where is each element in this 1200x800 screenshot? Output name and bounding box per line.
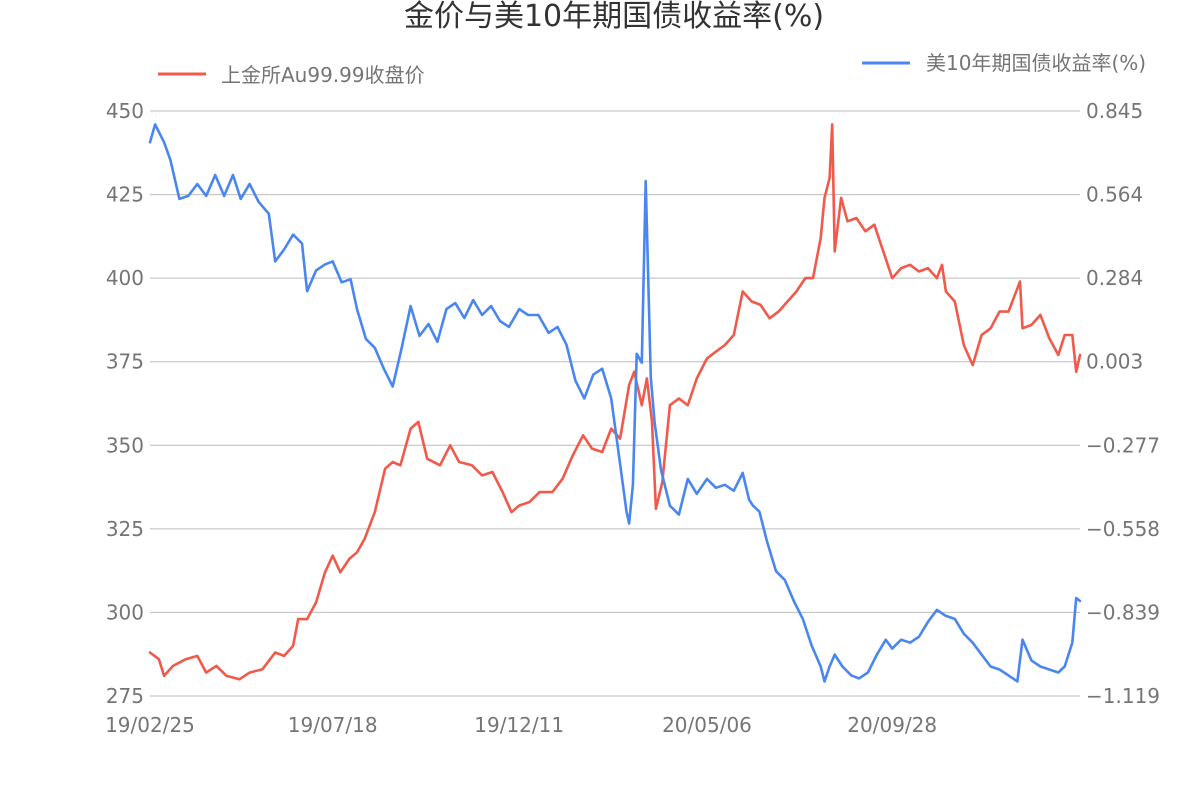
left-tick-label: 450 (106, 99, 144, 123)
left-tick-label: 375 (106, 350, 144, 374)
x-tick-label: 20/05/06 (662, 713, 752, 737)
series-layer (148, 123, 1082, 683)
right-tick-label: −0.558 (1086, 517, 1160, 541)
right-tick-label: 0.284 (1086, 266, 1143, 290)
left-tick-label: 350 (106, 433, 144, 457)
left-tick-label: 425 (106, 183, 144, 207)
x-tick-label: 19/07/18 (288, 713, 378, 737)
right-tick-label: −1.119 (1086, 684, 1160, 708)
right-tick-label: −0.839 (1086, 600, 1160, 624)
x-tick-label: 19/12/11 (474, 713, 564, 737)
series-line-treasury-yield (148, 123, 1082, 683)
right-tick-label: 0.564 (1086, 183, 1143, 207)
left-axis: 450 425 400 375 350 325 300 275 (106, 99, 144, 708)
legend-label-treasury: 美10年期国债收益率(%) (926, 51, 1146, 75)
legend-label-gold: 上金所Au99.99收盘价 (221, 63, 425, 87)
x-axis: 19/02/25 19/07/18 19/12/11 20/05/06 20/09/28 (105, 713, 937, 737)
left-tick-label: 275 (106, 684, 144, 708)
right-tick-label: 0.845 (1086, 99, 1143, 123)
legend: 上金所Au99.99收盘价 美10年期国债收益率(%) (158, 51, 1146, 87)
right-tick-label: −0.277 (1086, 433, 1160, 457)
series-line-gold-price (148, 123, 1082, 681)
gridlines (150, 110, 1080, 697)
chart-title: 金价与美10年期国债收益率(%) (404, 0, 824, 34)
left-tick-label: 325 (106, 517, 144, 541)
x-tick-label: 19/02/25 (105, 713, 195, 737)
left-tick-label: 400 (106, 266, 144, 290)
right-axis: 0.845 0.564 0.284 0.003 −0.277 −0.558 −0.839 −1… (1086, 99, 1160, 708)
x-tick-label: 20/09/28 (847, 713, 937, 737)
left-tick-label: 300 (106, 600, 144, 624)
right-tick-label: 0.003 (1086, 350, 1143, 374)
